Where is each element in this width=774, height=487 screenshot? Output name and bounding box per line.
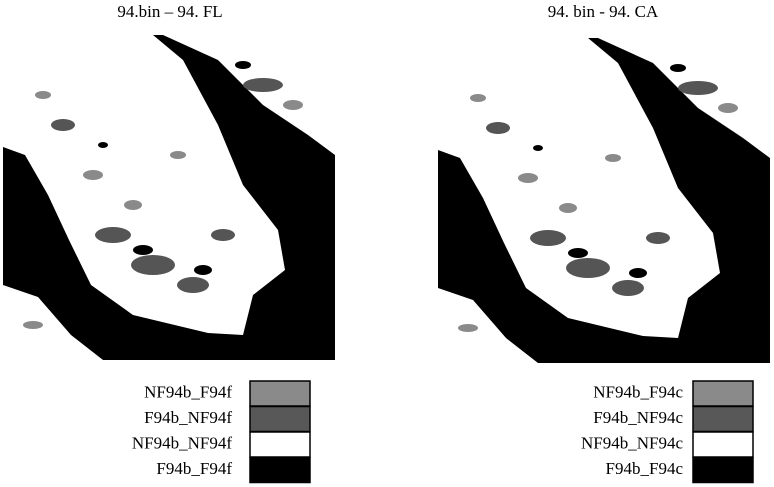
legend-swatch <box>692 456 754 484</box>
legend-label: F94b_NF94c <box>593 408 683 427</box>
legend-label: F94b_NF94f <box>144 408 232 427</box>
legend-label: NF94b_NF94c <box>581 433 683 452</box>
legend-label: F94b_F94f <box>156 459 232 478</box>
panel-title: 94.bin – 94. FL <box>117 2 222 21</box>
legend-label: F94b_F94c <box>606 459 684 478</box>
legend-swatch <box>249 380 311 407</box>
legend-swatch <box>249 405 311 433</box>
legend-label: NF94b_NF94f <box>132 433 232 452</box>
legend-swatch <box>692 431 754 458</box>
legend-label: NF94b_F94f <box>144 382 232 401</box>
legend-swatch <box>692 380 754 407</box>
legend-swatch <box>692 405 754 433</box>
legend-swatch <box>249 431 311 458</box>
map-image <box>3 35 335 360</box>
panel-title: 94. bin - 94. CA <box>548 2 659 21</box>
legend-label: NF94b_F94c <box>593 382 683 401</box>
map-image <box>438 38 770 363</box>
legend-swatch <box>249 456 311 484</box>
